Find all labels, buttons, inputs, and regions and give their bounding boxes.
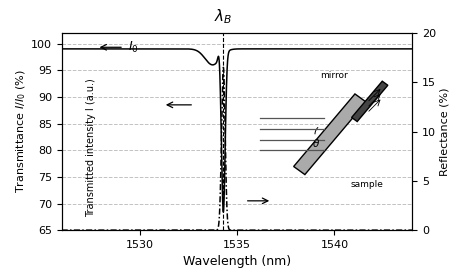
X-axis label: Wavelength (nm): Wavelength (nm) bbox=[183, 255, 291, 269]
Y-axis label: Transmittance $I/I_0$ (%): Transmittance $I/I_0$ (%) bbox=[15, 70, 28, 193]
Text: $I_0$: $I_0$ bbox=[128, 40, 138, 55]
Text: mirror: mirror bbox=[320, 71, 348, 80]
Bar bbox=[294, 94, 366, 175]
Text: sample: sample bbox=[350, 180, 383, 189]
Text: $\theta$: $\theta$ bbox=[311, 138, 320, 149]
Text: Transmitted intensity I (a.u.): Transmitted intensity I (a.u.) bbox=[86, 78, 96, 217]
Text: $\lambda_B$: $\lambda_B$ bbox=[214, 7, 233, 26]
Bar bbox=[352, 81, 388, 122]
Y-axis label: Reflectance (%): Reflectance (%) bbox=[439, 87, 449, 176]
